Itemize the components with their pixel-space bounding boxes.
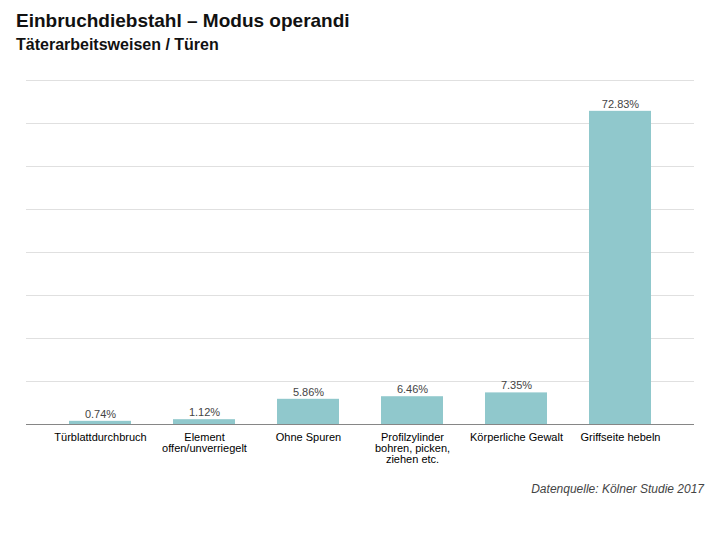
svg-text:Körperliche Gewalt: Körperliche Gewalt (470, 431, 563, 443)
svg-text:5.86%: 5.86% (293, 386, 324, 398)
svg-text:Ohne Spuren: Ohne Spuren (276, 431, 341, 443)
svg-text:Elementoffen/unverriegelt: Elementoffen/unverriegelt (162, 431, 247, 454)
svg-text:6.46%: 6.46% (397, 383, 428, 395)
svg-text:72.83%: 72.83% (602, 98, 640, 110)
svg-text:Profilzylinderbohren, picken,z: Profilzylinderbohren, picken,ziehen etc. (375, 431, 450, 465)
svg-text:Griffseite hebeln: Griffseite hebeln (581, 431, 661, 443)
svg-text:Türblattdurchbruch: Türblattdurchbruch (54, 431, 146, 443)
svg-text:7.35%: 7.35% (501, 379, 532, 391)
svg-text:0.74%: 0.74% (85, 408, 116, 420)
html-text:Datenquelle: Kölner Studie 201: Datenquelle: Kölner Studie 2017 (531, 482, 704, 496)
html-text:Einbruchdiebstahl – Modus oper: Einbruchdiebstahl – Modus operandi (16, 10, 350, 31)
html-text:Täterarbeitsweisen / Türen: Täterarbeitsweisen / Türen (16, 36, 219, 53)
svg-text:1.12%: 1.12% (189, 406, 220, 418)
